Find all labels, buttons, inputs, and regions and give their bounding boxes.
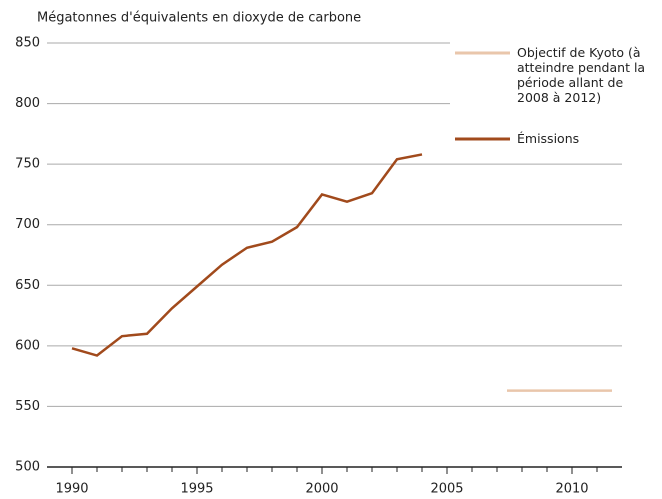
y-tick-label: 850	[15, 36, 40, 51]
x-tick-label: 1995	[180, 482, 213, 497]
y-tick-label: 800	[15, 96, 40, 111]
y-tick-label: 600	[15, 338, 40, 353]
legend-label: Objectif de Kyoto (à atteindre pendant l…	[517, 45, 646, 105]
x-tick-label: 2005	[430, 482, 463, 497]
x-tick-label: 1990	[55, 482, 88, 497]
legend-background	[450, 42, 655, 150]
y-axis-label: Mégatonnes d'équivalents en dioxyde de c…	[37, 11, 361, 26]
y-tick-label: 550	[15, 399, 40, 414]
x-tick-label: 2000	[305, 482, 338, 497]
x-tick-label: 2010	[555, 482, 588, 497]
y-tick-label: 500	[15, 460, 40, 475]
y-tick-label: 700	[15, 217, 40, 232]
legend-label: Émissions	[517, 131, 580, 146]
series-line	[71, 153, 423, 357]
y-tick-label: 650	[15, 278, 40, 293]
y-tick-label: 750	[15, 157, 40, 172]
